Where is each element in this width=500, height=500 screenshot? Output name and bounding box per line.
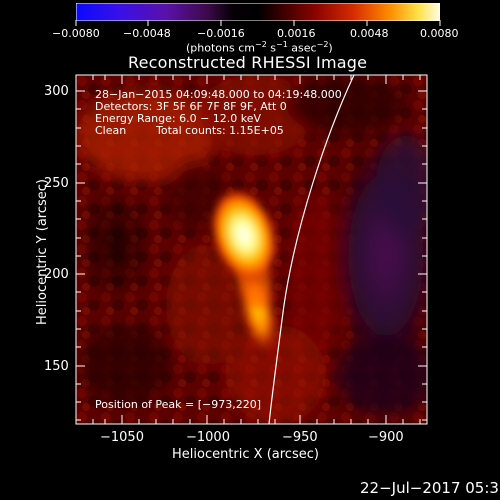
x-tick-label: −1000 [186, 430, 230, 445]
y-tick-label: 200 [44, 267, 69, 282]
overlay-energy-range: Energy Range: 6.0 − 12.0 keV [95, 112, 262, 125]
x-tick-label: −1050 [100, 430, 144, 445]
colorbar-tick-5: 0.0048 [350, 27, 389, 40]
image-panel: 28−Jan−2015 04:09:48.000 to 04:19:48.000… [76, 75, 427, 424]
y-tick-label: 250 [44, 176, 69, 191]
x-tick-label: −950 [282, 430, 318, 445]
colorbar-tick-6: 0.0080 [420, 27, 459, 40]
y-tick-label: 150 [44, 359, 69, 374]
footer-timestamp: 22−Jul−2017 05:33 [360, 479, 500, 497]
x-axis-title: Heliocentric X (arcsec) [172, 447, 319, 462]
colorbar-tick-3: −0.0016 [197, 27, 245, 40]
overlay-algorithm: Clean [95, 124, 127, 137]
solar-limb-line [268, 75, 355, 424]
y-axis-title: Heliocentric Y (arcsec) [35, 179, 50, 325]
overlay-peak-position: Position of Peak = [−973,220] [95, 398, 262, 411]
unit-text-prefix: (photons cm [186, 41, 255, 55]
colorbar-unit-label: (photons cm−2 s−1 asec−2) [186, 41, 333, 54]
unit-sup-2: −1 [276, 40, 288, 49]
plot-title: Reconstructed RHESSI Image [128, 53, 368, 72]
unit-sup-1: −2 [254, 40, 267, 49]
unit-sup-3: −2 [316, 40, 329, 49]
overlay-total-counts: Total counts: 1.15E+05 [156, 124, 284, 137]
overlay-time-range: 28−Jan−2015 04:09:48.000 to 04:19:48.000 [95, 88, 342, 101]
x-tick-label: −900 [368, 430, 404, 445]
colorbar [76, 3, 440, 21]
unit-text-mid: s [266, 41, 277, 55]
colorbar-ticks [75, 20, 441, 26]
overlay-detectors: Detectors: 3F 5F 6F 7F 8F 9F, Att 0 [95, 100, 287, 113]
colorbar-tick-4: 0.0016 [277, 27, 316, 40]
y-tick-label: 300 [44, 84, 69, 99]
colorbar-tick-2: −0.0048 [123, 27, 171, 40]
colorbar-tick-1: −0.0080 [52, 27, 100, 40]
unit-text-suffix: ) [328, 41, 333, 55]
unit-text-mid-2: asec [287, 41, 317, 55]
